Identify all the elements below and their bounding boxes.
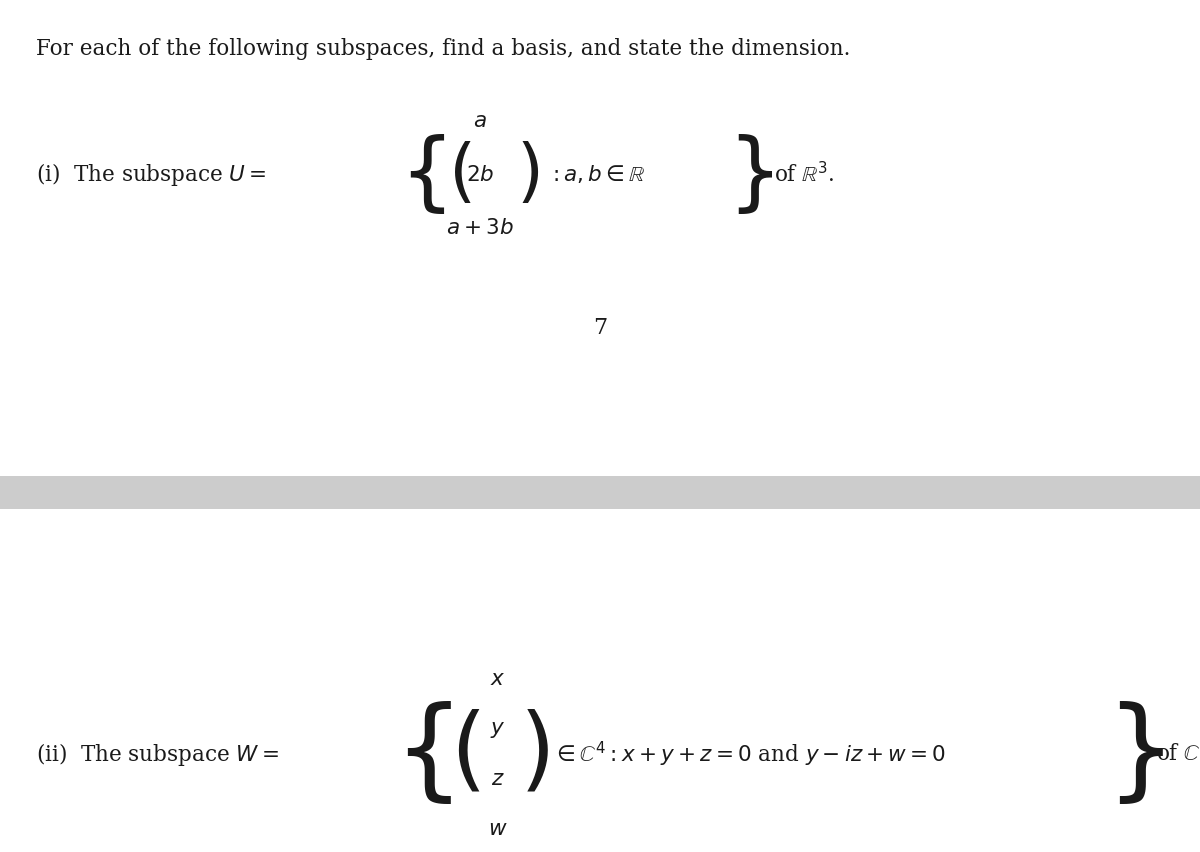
Text: $\{$: $\{$ — [392, 700, 452, 808]
Text: $w$: $w$ — [488, 818, 508, 840]
Text: $a + 3b$: $a + 3b$ — [446, 217, 514, 239]
Text: $\in \mathbb{C}^4 : x + y + z = 0$ and $y - iz + w = 0$: $\in \mathbb{C}^4 : x + y + z = 0$ and $… — [552, 740, 946, 769]
Text: $($: $($ — [448, 141, 472, 208]
Text: $($: $($ — [450, 710, 481, 798]
Text: $)$: $)$ — [516, 141, 540, 208]
Text: $2b$: $2b$ — [466, 164, 494, 186]
Text: of $\mathbb{R}^3$.: of $\mathbb{R}^3$. — [774, 162, 835, 187]
Text: $\}$: $\}$ — [727, 133, 773, 216]
Text: For each of the following subspaces, find a basis, and state the dimension.: For each of the following subspaces, fin… — [36, 38, 851, 60]
Text: $x$: $x$ — [491, 668, 505, 690]
Text: $y$: $y$ — [491, 718, 505, 740]
Text: $\}$: $\}$ — [1104, 700, 1164, 808]
Text: $: a, b \in \mathbb{R}$: $: a, b \in \mathbb{R}$ — [548, 164, 646, 186]
Text: (i)  The subspace $U =$: (i) The subspace $U =$ — [36, 161, 266, 188]
Text: $\{$: $\{$ — [400, 133, 445, 216]
Text: of $\mathbb{C}^4$.: of $\mathbb{C}^4$. — [1156, 741, 1200, 767]
Text: (ii)  The subspace $W =$: (ii) The subspace $W =$ — [36, 740, 278, 768]
FancyBboxPatch shape — [0, 476, 1200, 509]
Text: $a$: $a$ — [473, 110, 487, 132]
Text: 7: 7 — [593, 317, 607, 339]
Text: $)$: $)$ — [520, 710, 548, 798]
Text: $z$: $z$ — [491, 768, 505, 790]
